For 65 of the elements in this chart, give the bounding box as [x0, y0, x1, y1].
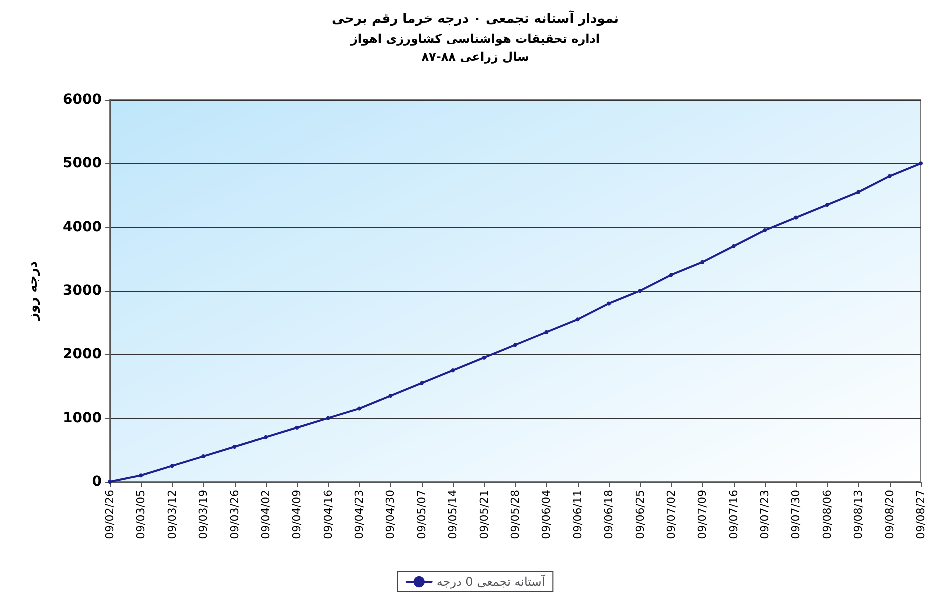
x-tick-label: 09/03/12 [166, 490, 179, 540]
x-tick-label: 09/07/16 [727, 490, 740, 540]
point [856, 190, 861, 194]
point [544, 330, 549, 334]
y-tick-label: 6000 [63, 92, 102, 108]
y-tick-label: 2000 [63, 346, 102, 363]
point [264, 435, 268, 440]
x-tick-label: 09/08/27 [914, 490, 928, 540]
y-axis-title: درجه روز [26, 261, 41, 322]
y-tick-label: 0 [92, 474, 102, 490]
y-tick-label: 1000 [63, 410, 102, 426]
x-tick-label: 09/04/23 [353, 490, 366, 540]
point [420, 381, 424, 386]
x-tick-label: 09/05/21 [478, 490, 491, 540]
point [170, 464, 174, 468]
point [669, 273, 674, 278]
point [700, 260, 705, 264]
point [888, 174, 892, 178]
chart-subtitle: اداره تحقیقات هواشناسی کشاورزی اهواز سال زراعی ۸۸-۸۷ [350, 32, 600, 64]
point [576, 318, 580, 322]
x-tick-label: 09/05/14 [446, 490, 460, 540]
x-tick-label: 09/06/18 [602, 490, 616, 540]
point [358, 406, 362, 411]
point [139, 474, 144, 478]
x-tick-label: 09/07/02 [664, 490, 678, 540]
x-tick-label: 09/04/30 [384, 490, 398, 540]
point [825, 203, 830, 208]
x-tick-label: 09/07/23 [758, 490, 772, 540]
point [451, 368, 456, 373]
y-tick-label: 4000 [63, 219, 102, 236]
x-tick-label: 09/05/07 [415, 490, 428, 540]
point [794, 216, 798, 220]
x-tick-label: 09/02/26 [104, 490, 116, 540]
x-tick-label: 09/04/02 [259, 490, 272, 540]
x-tick-label: 09/08/13 [852, 490, 866, 540]
chart-title: نمودار آستانه تجمعی ۰ درجه خرما رقم برحی [332, 10, 620, 27]
point [638, 289, 642, 293]
point [232, 444, 237, 449]
x-tick-label: 09/06/04 [540, 490, 554, 540]
point [202, 454, 206, 459]
x-tick-label: 09/03/19 [197, 490, 210, 540]
x-tick-label: 09/07/09 [696, 490, 710, 540]
point [514, 343, 518, 348]
x-tick-label: 09/04/16 [322, 490, 335, 540]
x-tick-label: 09/05/28 [509, 490, 522, 540]
point [482, 356, 486, 360]
x-tick-label: 09/03/26 [228, 490, 242, 540]
point [295, 426, 300, 430]
point [388, 394, 393, 398]
point [732, 244, 736, 248]
point [326, 416, 330, 420]
x-tick-label: 09/06/25 [634, 490, 647, 540]
point [607, 302, 612, 306]
x-tick-label: 09/08/20 [883, 490, 896, 540]
y-tick-label: 5000 [63, 156, 102, 172]
point [763, 228, 768, 233]
x-tick-label: 09/07/30 [790, 490, 803, 540]
x-tick-label: 09/04/09 [290, 490, 304, 540]
x-tick-label: 09/08/06 [820, 490, 834, 540]
y-tick-label: 3000 [63, 283, 102, 299]
x-tick-label: 09/03/05 [134, 490, 148, 540]
x-tick-label: 09/06/11 [571, 490, 584, 540]
point [919, 162, 923, 166]
legend-label: آستانه تجمعی 0 درجه [436, 574, 546, 589]
point [108, 480, 112, 484]
